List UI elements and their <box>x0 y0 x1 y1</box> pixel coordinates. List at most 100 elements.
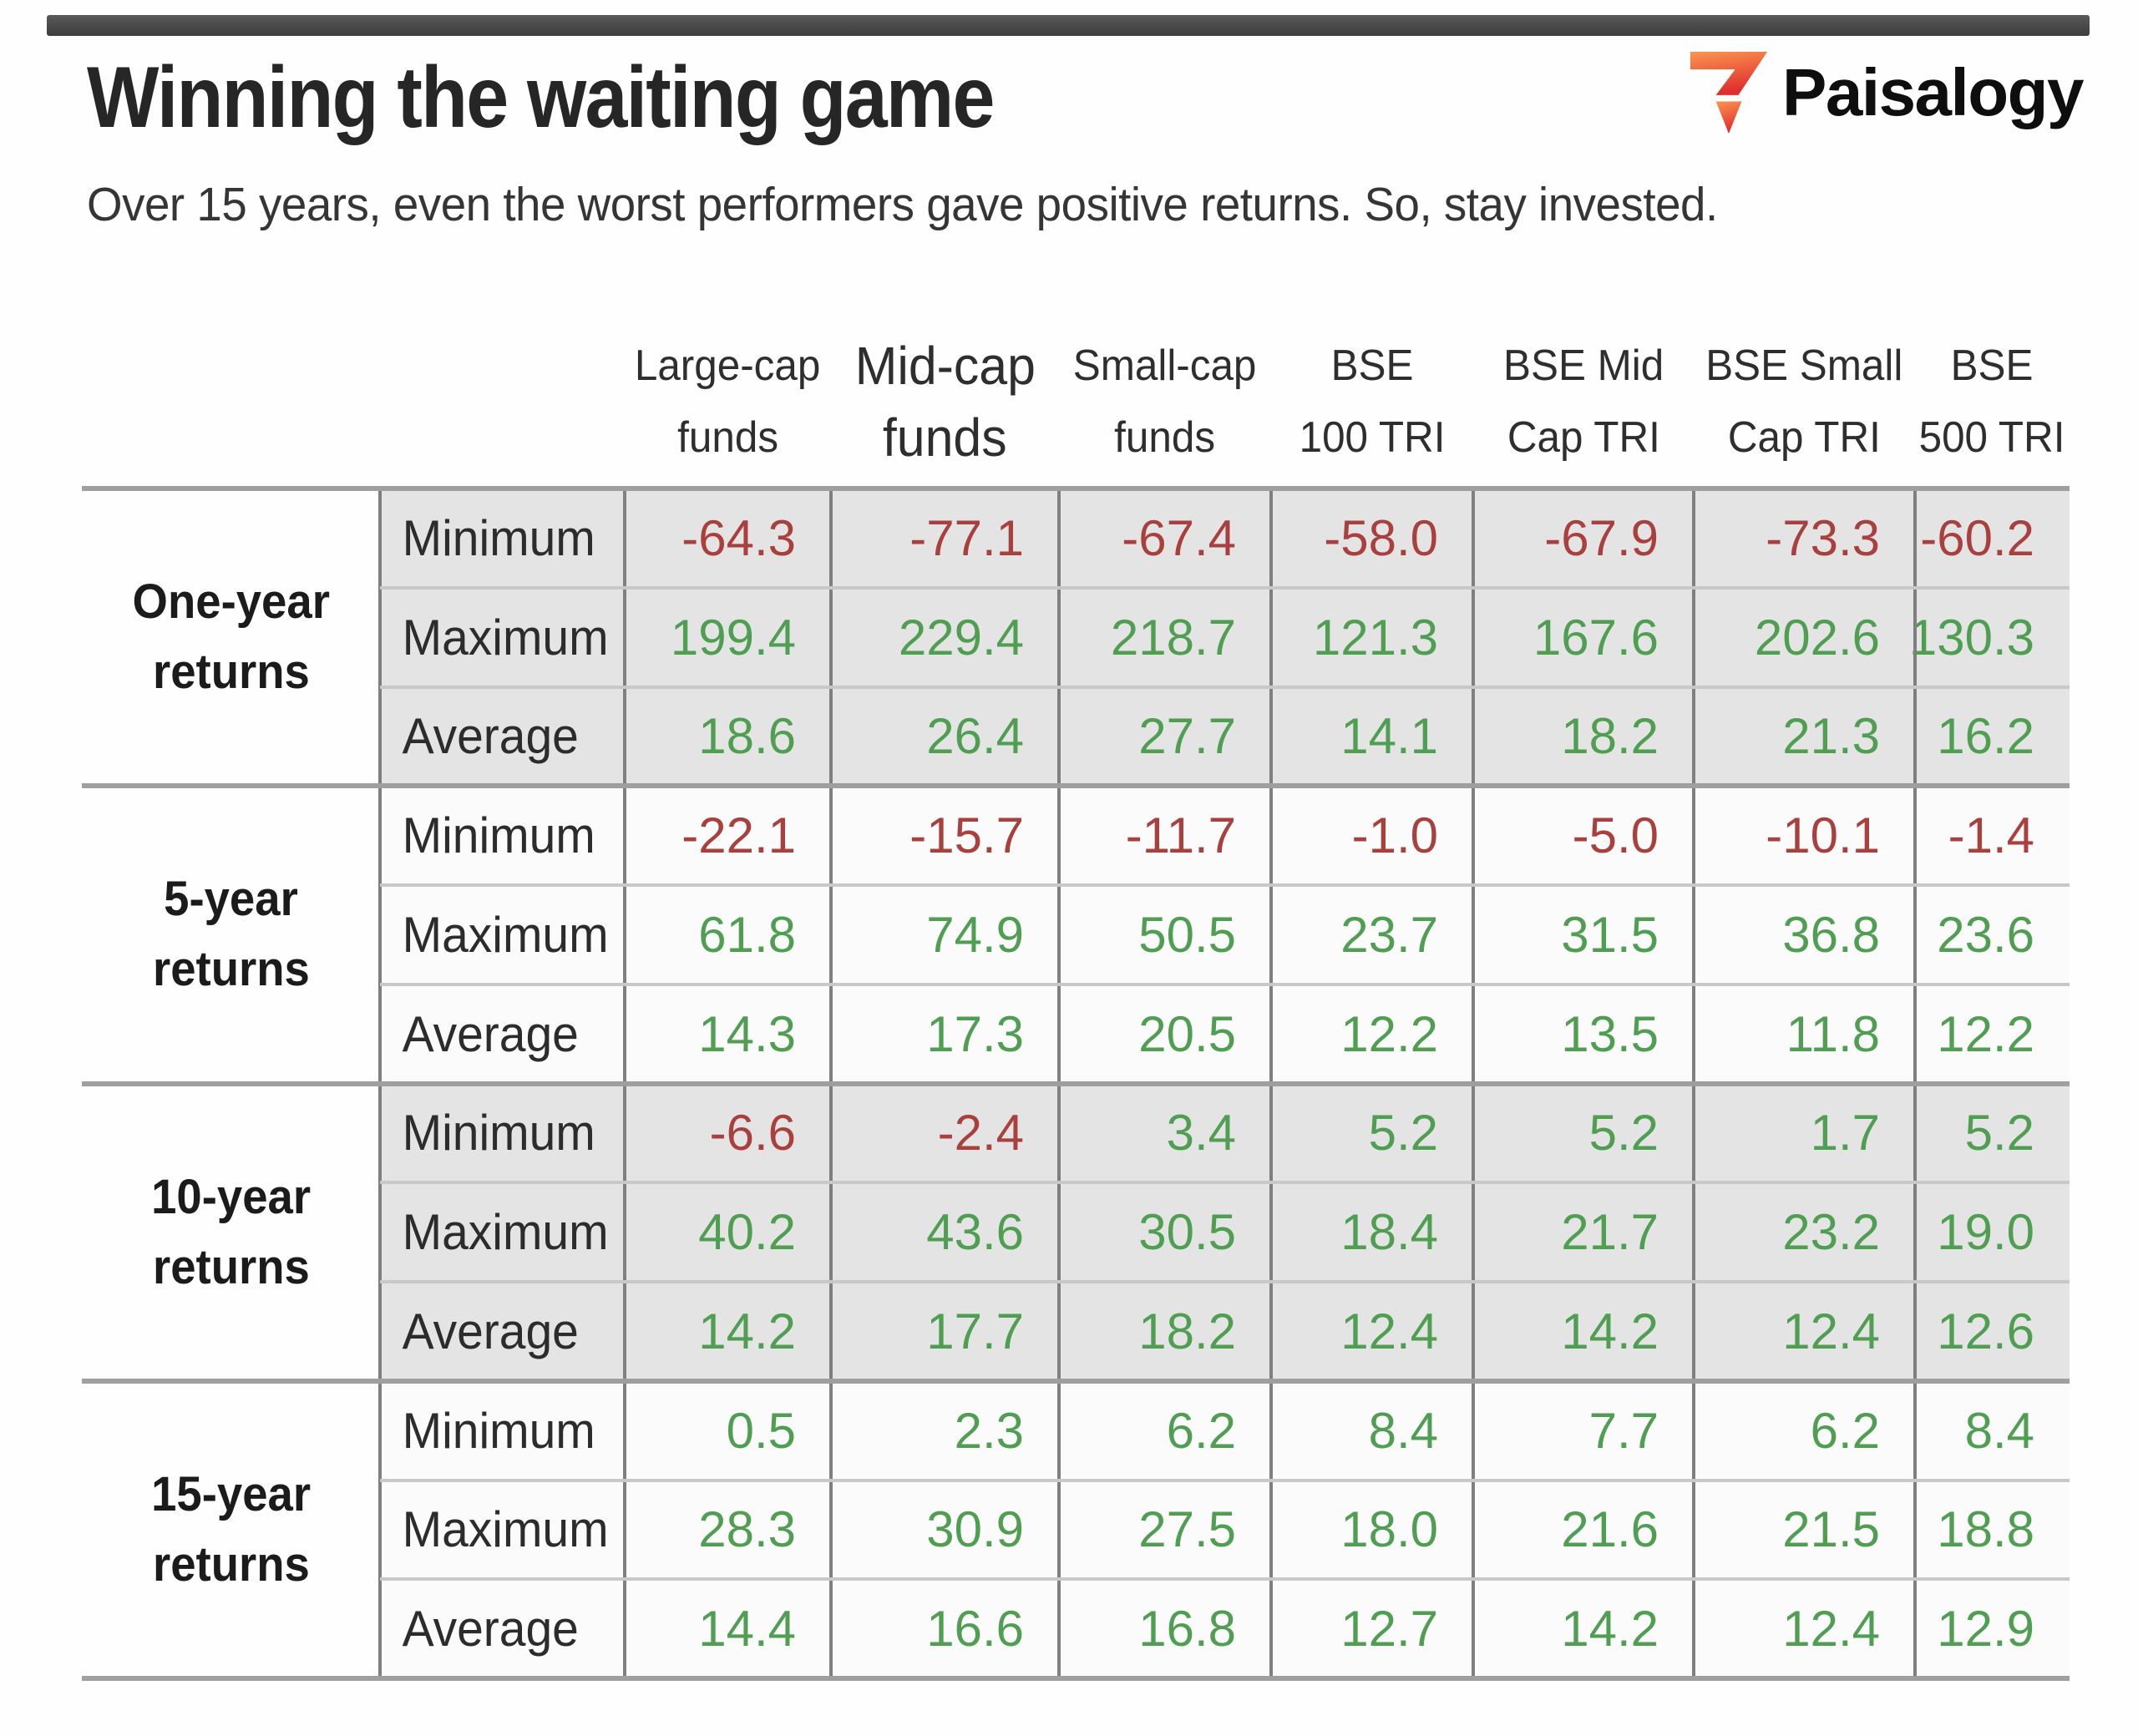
group-rows: Minimum -64.3 -77.1 -67.4 -58.0 -67.9 -73.3 -60… <box>380 488 2070 787</box>
value-cell-bse-500-tri: 8.4 <box>1964 1402 2034 1459</box>
group-label-15-year-returns: 15-year returns <box>82 1380 380 1678</box>
group-label-one-year-returns: One-year returns <box>82 488 380 787</box>
row-group-one-year-returns: One-year returns Minimum -64.3 -77.1 -67.4 -58… <box>82 488 2070 787</box>
value-cell-bse-100-tri: 8.4 <box>1368 1402 1438 1459</box>
value-cell-large-cap-funds: 14.2 <box>698 1303 796 1359</box>
value-cell-bse-500-tri: 23.6 <box>1937 906 2034 963</box>
metric-cell: Average <box>402 708 579 765</box>
row-group-10-year-returns: 10-year returns Minimum -6.6 -2.4 3.4 5.2 5.2 1.… <box>82 1083 2070 1381</box>
metric-cell: Average <box>402 1601 579 1658</box>
value-cell-bse-500-tri: 5.2 <box>1964 1105 2034 1162</box>
page-subtitle: Over 15 years, even the worst performers… <box>87 178 1718 231</box>
value-cell-small-cap-funds: 16.8 <box>1138 1601 1236 1658</box>
group-label-line: One-year <box>132 574 330 630</box>
value-cell-bse-mid-cap-tri: 7.7 <box>1588 1402 1659 1459</box>
value-cell-bse-small-cap-tri: 23.2 <box>1782 1204 1880 1261</box>
value-cell-small-cap-funds: 6.2 <box>1166 1402 1236 1459</box>
value-cell-bse-mid-cap-tri: 21.6 <box>1561 1501 1659 1558</box>
metric-cell: Average <box>402 1005 579 1062</box>
value-cell-bse-500-tri: 19.0 <box>1937 1204 2034 1261</box>
value-cell-small-cap-funds: -11.7 <box>1125 807 1236 864</box>
column-header-line: BSE <box>1330 342 1414 390</box>
value-cell-bse-500-tri: 12.6 <box>1937 1303 2034 1359</box>
value-cell-bse-100-tri: 5.2 <box>1368 1105 1438 1162</box>
table-body: One-year returns Minimum -64.3 -77.1 -67.4 -58… <box>82 488 2070 1678</box>
value-cell-bse-small-cap-tri: 36.8 <box>1782 906 1880 963</box>
value-cell-mid-cap-funds: 26.4 <box>926 708 1024 765</box>
page-title: Winning the waiting game <box>87 49 995 146</box>
group-label-line: returns <box>152 1536 310 1592</box>
value-cell-small-cap-funds: 20.5 <box>1138 1005 1236 1062</box>
value-cell-large-cap-funds: -6.6 <box>709 1105 796 1162</box>
column-header-bse-500-tri: BSE 500 TRI <box>1915 324 2070 488</box>
value-cell-mid-cap-funds: 74.9 <box>926 906 1024 963</box>
value-cell-bse-500-tri: -1.4 <box>1948 807 2034 864</box>
value-cell-large-cap-funds: -22.1 <box>681 807 796 864</box>
table-row-10-year-returns-maximum: Maximum 40.2 43.6 30.5 18.4 21.7 23.2 19.0 <box>380 1182 2070 1282</box>
value-cell-bse-mid-cap-tri: -5.0 <box>1572 807 1659 864</box>
value-cell-bse-small-cap-tri: 1.7 <box>1810 1105 1880 1162</box>
column-header-line: funds <box>883 407 1007 468</box>
value-cell-small-cap-funds: 3.4 <box>1166 1105 1236 1162</box>
value-cell-large-cap-funds: -64.3 <box>681 509 796 566</box>
table-row-5-year-returns-minimum: Minimum -22.1 -15.7 -11.7 -1.0 -5.0 -10.1 -1.4 <box>380 786 2070 885</box>
value-cell-mid-cap-funds: 17.7 <box>926 1303 1024 1359</box>
metric-cell: Minimum <box>402 1402 595 1459</box>
group-label-line: 5-year <box>164 872 298 927</box>
value-cell-bse-100-tri: -58.0 <box>1324 509 1438 566</box>
value-cell-bse-mid-cap-tri: 5.2 <box>1588 1105 1659 1162</box>
table-row-one-year-returns-minimum: Minimum -64.3 -77.1 -67.4 -58.0 -67.9 -73.3 -60… <box>380 488 2070 588</box>
value-cell-bse-100-tri: 121.3 <box>1312 609 1438 666</box>
value-cell-mid-cap-funds: 2.3 <box>954 1402 1024 1459</box>
value-cell-small-cap-funds: 27.7 <box>1138 708 1236 765</box>
value-cell-bse-500-tri: 16.2 <box>1937 708 2034 765</box>
value-cell-small-cap-funds: 18.2 <box>1138 1303 1236 1359</box>
paisalogy-logo-text: Paisalogy <box>1781 55 2085 129</box>
table-row-15-year-returns-average: Average 14.4 16.6 16.8 12.7 14.2 12.4 12.9 <box>380 1579 2070 1678</box>
value-cell-bse-small-cap-tri: 6.2 <box>1810 1402 1880 1459</box>
top-scan-bar <box>47 15 2090 36</box>
value-cell-bse-small-cap-tri: -10.1 <box>1766 807 1880 864</box>
column-header-line: Large-cap <box>635 342 821 390</box>
column-header-large-cap-funds: Large-cap funds <box>625 324 831 488</box>
value-cell-bse-small-cap-tri: 21.3 <box>1782 708 1880 765</box>
value-cell-bse-100-tri: 14.1 <box>1340 708 1438 765</box>
metric-cell: Maximum <box>402 609 609 666</box>
value-cell-bse-500-tri: 12.2 <box>1937 1005 2034 1062</box>
value-cell-small-cap-funds: 50.5 <box>1138 906 1236 963</box>
value-cell-bse-100-tri: 23.7 <box>1340 906 1438 963</box>
value-cell-bse-mid-cap-tri: 18.2 <box>1561 708 1659 765</box>
value-cell-large-cap-funds: 18.6 <box>698 708 796 765</box>
column-header-bse-100-tri: BSE 100 TRI <box>1271 324 1473 488</box>
column-header-line: BSE Mid <box>1502 342 1664 390</box>
table-row-15-year-returns-minimum: Minimum 0.5 2.3 6.2 8.4 7.7 6.2 8.4 <box>380 1380 2070 1480</box>
value-cell-bse-500-tri: -60.2 <box>1920 509 2034 566</box>
value-cell-bse-mid-cap-tri: -67.9 <box>1544 509 1659 566</box>
value-cell-mid-cap-funds: -77.1 <box>909 509 1024 566</box>
column-header-mid-cap-funds: Mid-cap funds <box>831 324 1059 488</box>
group-label-10-year-returns: 10-year returns <box>82 1083 380 1381</box>
group-label-line: returns <box>152 942 310 997</box>
metric-cell: Average <box>402 1303 579 1359</box>
group-label-line: returns <box>152 1239 310 1294</box>
metric-cell: Minimum <box>402 1105 595 1162</box>
value-cell-large-cap-funds: 199.4 <box>670 609 796 666</box>
value-cell-mid-cap-funds: 30.9 <box>926 1501 1024 1558</box>
returns-table: Large-cap funds Mid-cap funds Small-cap funds… <box>82 324 2070 1681</box>
table-row-one-year-returns-average: Average 18.6 26.4 27.7 14.1 18.2 21.3 16.2 <box>380 686 2070 787</box>
column-header-bse-mid-cap-tri: BSE Mid Cap TRI <box>1473 324 1694 488</box>
value-cell-mid-cap-funds: 229.4 <box>898 609 1024 666</box>
value-cell-bse-mid-cap-tri: 21.7 <box>1561 1204 1659 1261</box>
group-rows: Minimum -6.6 -2.4 3.4 5.2 5.2 1.7 5.2 Maximum 40.… <box>380 1083 2070 1381</box>
value-cell-small-cap-funds: 218.7 <box>1110 609 1236 666</box>
group-label-5-year-returns: 5-year returns <box>82 786 380 1084</box>
value-cell-bse-small-cap-tri: 12.4 <box>1782 1303 1880 1359</box>
value-cell-mid-cap-funds: 16.6 <box>926 1601 1024 1658</box>
table-row-10-year-returns-minimum: Minimum -6.6 -2.4 3.4 5.2 5.2 1.7 5.2 <box>380 1083 2070 1183</box>
column-header-line: BSE Small <box>1705 342 1903 390</box>
column-header-line: 100 TRI <box>1299 413 1446 462</box>
value-cell-bse-mid-cap-tri: 13.5 <box>1561 1005 1659 1062</box>
table-row-5-year-returns-maximum: Maximum 61.8 74.9 50.5 23.7 31.5 36.8 23.6 <box>380 885 2070 984</box>
metric-cell: Minimum <box>402 509 595 566</box>
